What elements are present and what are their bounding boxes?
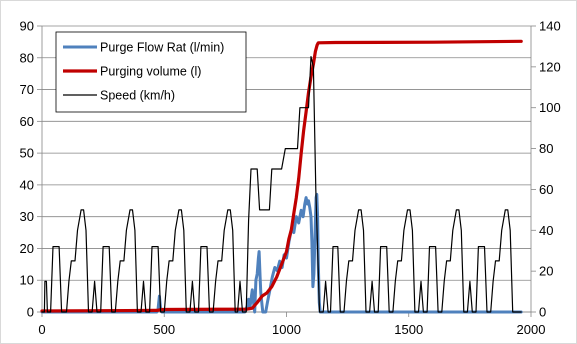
tick-labels: 0 500 1000 1500 2000 0 10 20 30 40 50 60 70 80 90 0 20 40… <box>20 19 561 338</box>
right-tick-label: 60 <box>539 182 553 197</box>
right-tick-label: 140 <box>539 19 561 34</box>
purging-volume-series <box>40 39 523 313</box>
series-layer <box>40 39 523 314</box>
x-tick-label: 500 <box>153 322 175 337</box>
left-tick-label: 40 <box>20 177 34 192</box>
right-tick-label: 0 <box>539 305 546 320</box>
right-tick-label: 80 <box>539 141 553 156</box>
left-tick-label: 10 <box>20 273 34 288</box>
purge-flow-rate-series <box>40 192 523 314</box>
x-tick-label: 0 <box>38 322 45 337</box>
left-tick-label: 20 <box>20 241 34 256</box>
left-tick-label: 30 <box>20 209 34 224</box>
left-tick-label: 60 <box>20 114 34 129</box>
left-tick-label: 80 <box>20 50 34 65</box>
left-tick-label: 70 <box>20 82 34 97</box>
left-tick-label: 50 <box>20 146 34 161</box>
x-tick-label: 1000 <box>272 322 301 337</box>
right-tick-label: 40 <box>539 223 553 238</box>
legend-label: Purging volume (l) <box>100 65 201 79</box>
legend: Purge Flow Rat (l/min) Purging volume (l)… <box>55 31 247 113</box>
right-tick-label: 20 <box>539 264 553 279</box>
x-tick-label: 2000 <box>517 322 546 337</box>
speed-series <box>41 55 522 313</box>
right-tick-label: 120 <box>539 59 561 74</box>
left-tick-label: 90 <box>20 19 34 34</box>
legend-label: Purge Flow Rat (l/min) <box>100 41 224 55</box>
legend-label: Speed (km/h) <box>100 89 175 103</box>
right-tick-label: 100 <box>539 100 561 115</box>
x-tick-label: 1500 <box>394 322 423 337</box>
left-tick-label: 0 <box>27 305 34 320</box>
